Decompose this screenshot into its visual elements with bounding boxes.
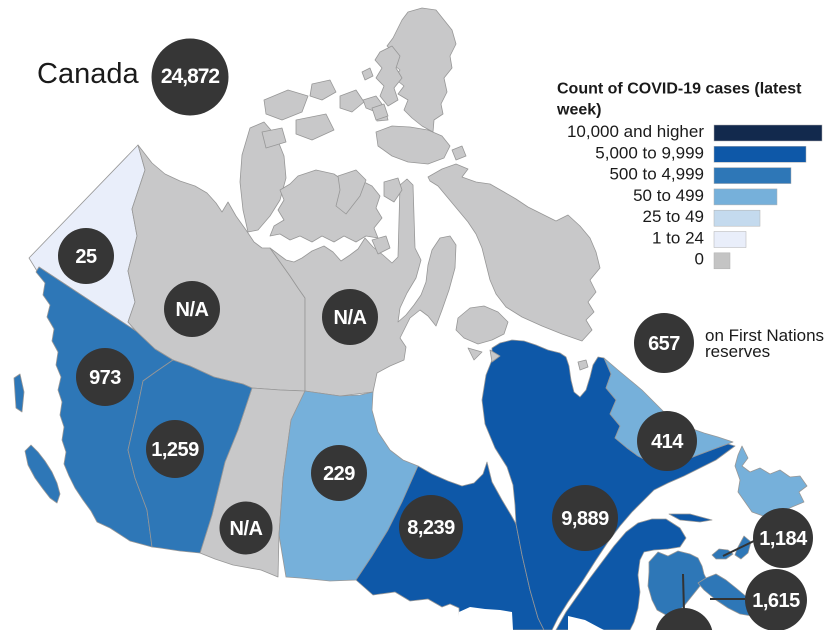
svg-text:1 to 24: 1 to 24 [652,229,704,248]
svg-text:5,000 to 9,999: 5,000 to 9,999 [595,144,704,163]
svg-text:25: 25 [75,246,97,268]
svg-text:657: 657 [648,333,680,355]
svg-text:0: 0 [695,250,704,269]
svg-text:50 to 499: 50 to 499 [633,186,704,205]
svg-text:reserves: reserves [705,342,770,361]
svg-text:N/A: N/A [334,307,367,329]
svg-text:on First Nations: on First Nations [705,326,824,345]
svg-text:414: 414 [651,431,684,453]
svg-text:500 to 4,999: 500 to 4,999 [609,165,704,184]
svg-text:9,889: 9,889 [561,508,609,530]
svg-text:Canada: Canada [37,58,139,90]
svg-text:1,184: 1,184 [759,528,808,550]
svg-text:24,872: 24,872 [161,65,220,88]
svg-text:25 to 49: 25 to 49 [643,207,704,226]
svg-text:1,259: 1,259 [151,439,199,461]
svg-text:N/A: N/A [176,299,209,321]
svg-text:10,000 and higher: 10,000 and higher [567,122,704,141]
svg-text:week): week) [556,102,601,119]
svg-text:Count of COVID-19 cases (lates: Count of COVID-19 cases (latest [557,81,802,98]
svg-text:1,615: 1,615 [752,590,800,612]
svg-text:N/A: N/A [230,518,263,540]
svg-text:973: 973 [89,367,121,389]
svg-text:8,239: 8,239 [407,517,455,539]
svg-text:229: 229 [323,463,355,485]
